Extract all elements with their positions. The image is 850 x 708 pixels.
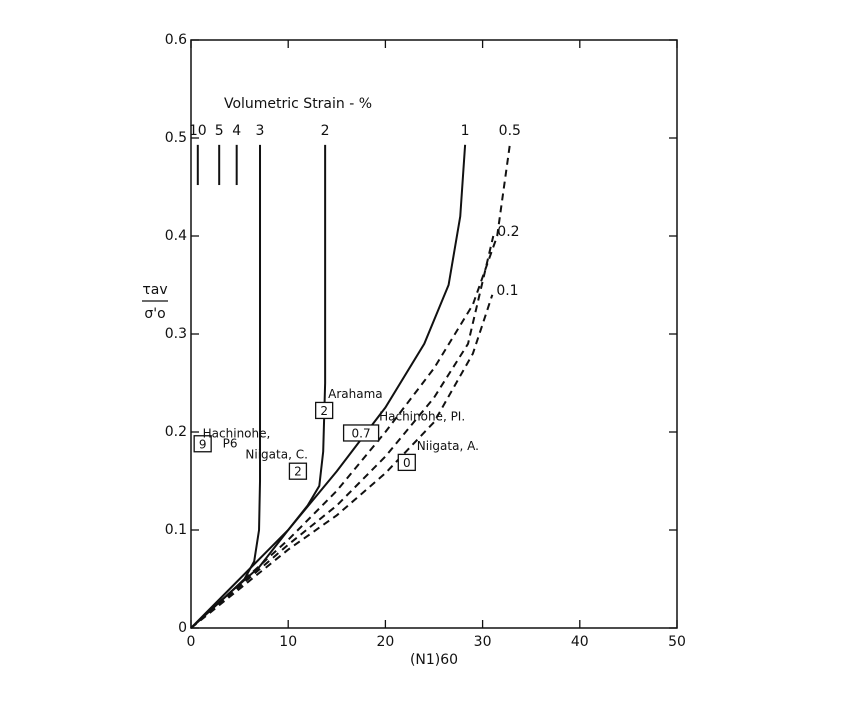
x-tick-label: 0: [187, 634, 196, 650]
x-tick-label: 20: [376, 634, 394, 650]
site-name: P6: [223, 436, 238, 450]
site-box-label: 0.7: [352, 426, 371, 440]
curve-label: 10: [189, 123, 207, 139]
strain-curve: [190, 235, 495, 629]
x-tick-label: 10: [279, 634, 297, 650]
y-tick-label: 0.5: [165, 130, 187, 146]
site-box: [193, 435, 212, 453]
site-box: [315, 401, 334, 420]
site-name: Niigata, C.: [245, 448, 308, 462]
x-tick-label: 50: [668, 634, 686, 650]
curve-label: 0.2: [497, 224, 519, 240]
site-box: [288, 462, 308, 480]
curve-label: 0.5: [499, 123, 521, 139]
site-box: [342, 424, 380, 442]
y-tick-label: 0.1: [165, 522, 187, 538]
curve-label: 0.1: [496, 283, 518, 299]
site-box: [397, 453, 416, 472]
strain-curve: [190, 144, 511, 629]
site-name: Hachinohe, PI.: [379, 409, 465, 423]
strain-curve: [190, 294, 494, 629]
y-axis-label-denominator: σ'o: [144, 306, 165, 322]
site-name: Arahama: [328, 387, 383, 401]
site-name: Niigata, A.: [417, 439, 479, 453]
curve-label: 4: [232, 123, 241, 139]
legend-title: Volumetric Strain - %: [224, 96, 372, 112]
curve-label: 3: [256, 123, 265, 139]
site-box-label: 0: [403, 456, 411, 470]
curve-label: 1: [461, 123, 470, 139]
site-box-label: 2: [320, 404, 328, 418]
curve-label: 2: [321, 123, 330, 139]
y-tick-label: 0.2: [165, 424, 187, 440]
y-tick-label: 0.4: [165, 228, 187, 244]
x-tick-label: 40: [571, 634, 589, 650]
y-axis-label-numerator: τav: [142, 282, 167, 298]
curve-label: 5: [215, 123, 224, 139]
site-box-label: 9: [199, 437, 207, 451]
y-tick-label: 0.6: [165, 32, 187, 48]
x-axis-label: (N1)60: [410, 652, 458, 668]
y-tick-label: 0: [178, 620, 187, 636]
x-tick-label: 30: [474, 634, 492, 650]
y-tick-label: 0.3: [165, 326, 187, 342]
site-box-label: 2: [294, 465, 302, 479]
strain-curve: [190, 144, 467, 629]
site-name: Hachinohe,: [203, 426, 271, 440]
